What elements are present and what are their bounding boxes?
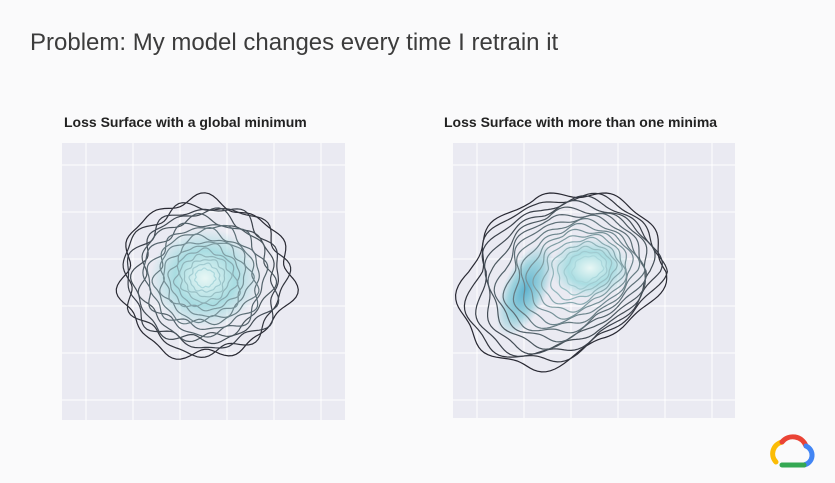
- panel-title: Loss Surface with a global minimum: [64, 114, 307, 130]
- contour-line: [162, 241, 247, 318]
- contour-line: [487, 206, 648, 350]
- contour-line: [126, 208, 280, 349]
- contour-line: [183, 259, 226, 298]
- contour-line: [502, 214, 646, 334]
- contour-line: [137, 212, 278, 343]
- density-fill: [150, 228, 260, 328]
- contour-line: [540, 236, 623, 305]
- contour-line: [178, 253, 233, 304]
- contour-line: [556, 245, 613, 296]
- contour-line: [188, 262, 222, 293]
- contour-line: [563, 250, 608, 290]
- contour-line: [520, 222, 634, 326]
- contour-line: [483, 199, 656, 355]
- contour-line: [172, 247, 239, 308]
- contour-line: [463, 192, 669, 363]
- slide-title: Problem: My model changes every time I r…: [30, 29, 559, 56]
- contour-line: [146, 224, 260, 331]
- contour-line: [525, 228, 627, 320]
- contour-line: [142, 222, 269, 338]
- contours: [115, 192, 669, 373]
- grid: [62, 143, 735, 420]
- contour-line: [475, 195, 663, 357]
- contour-line: [493, 212, 647, 343]
- contour-line: [454, 192, 668, 373]
- contour-line: [532, 233, 627, 313]
- contour-line: [167, 243, 241, 312]
- contour-line: [194, 267, 217, 289]
- contour-line: [571, 255, 605, 284]
- cloud-logo: [770, 434, 815, 468]
- contour-line: [512, 218, 641, 330]
- panel-title: Loss Surface with more than one minima: [444, 114, 717, 130]
- contour-line: [159, 233, 255, 324]
- contour-line: [550, 240, 618, 301]
